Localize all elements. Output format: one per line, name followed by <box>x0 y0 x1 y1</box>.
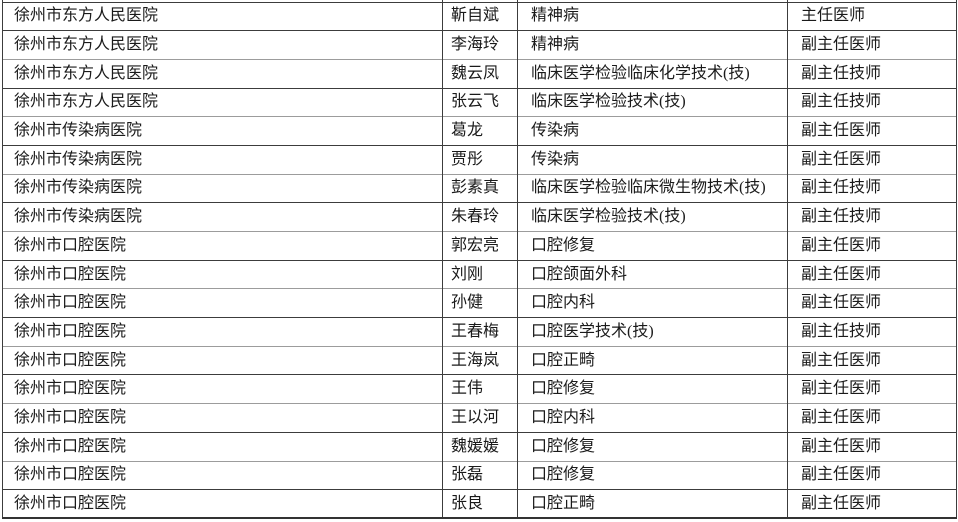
cell-title: 副主任医师 <box>787 260 957 289</box>
table-row: 徐州市东方人民医院 李海玲 精神病 副主任医师 <box>2 30 957 60</box>
cell-specialty: 临床医学检验技术(技) <box>517 202 788 232</box>
table-row: 徐州市东方人民医院 靳自斌 精神病 主任医师 <box>2 2 957 31</box>
table-row: 徐州市传染病医院 葛龙 传染病 副主任医师 <box>2 116 957 146</box>
cell-hospital: 徐州市口腔医院 <box>2 288 443 318</box>
table-row: 徐州市传染病医院 贾彤 传染病 副主任医师 <box>2 145 957 175</box>
cell-title: 副主任技师 <box>787 317 957 347</box>
cell-hospital: 徐州市口腔医院 <box>2 461 443 490</box>
cell-name: 李海玲 <box>442 30 518 60</box>
cell-hospital: 徐州市口腔医院 <box>2 317 443 347</box>
cell-name: 王伟 <box>442 374 518 404</box>
cell-specialty: 口腔颌面外科 <box>517 260 788 289</box>
cell-name: 刘刚 <box>442 260 518 289</box>
cell-specialty: 临床医学检验临床微生物技术(技) <box>517 174 788 203</box>
cell-hospital: 徐州市传染病医院 <box>2 116 443 146</box>
cell-hospital: 徐州市口腔医院 <box>2 489 443 519</box>
cell-name: 魏云凤 <box>442 59 518 89</box>
table-row: 徐州市口腔医院 王海岚 口腔正畸 副主任医师 <box>2 346 957 375</box>
cell-specialty: 口腔修复 <box>517 461 788 490</box>
cell-name: 孙健 <box>442 288 518 318</box>
cell-specialty: 传染病 <box>517 145 788 175</box>
cell-title: 副主任技师 <box>787 174 957 203</box>
cell-specialty: 口腔修复 <box>517 432 788 461</box>
cell-title: 副主任医师 <box>787 374 957 404</box>
cell-hospital: 徐州市传染病医院 <box>2 174 443 203</box>
cell-hospital: 徐州市口腔医院 <box>2 346 443 375</box>
cell-title: 副主任技师 <box>787 202 957 232</box>
cell-title: 副主任医师 <box>787 30 957 60</box>
cell-specialty: 口腔修复 <box>517 374 788 404</box>
table-row: 徐州市东方人民医院 张云飞 临床医学检验技术(技) 副主任技师 <box>2 88 957 117</box>
table-row-partial <box>2 0 957 2</box>
cell-hospital: 徐州市口腔医院 <box>2 231 443 261</box>
cell-name: 郭宏亮 <box>442 231 518 261</box>
cell-title: 副主任医师 <box>787 432 957 461</box>
cell-name: 彭素真 <box>442 174 518 203</box>
cell-specialty: 精神病 <box>517 2 788 31</box>
table-row: 徐州市口腔医院 孙健 口腔内科 副主任医师 <box>2 288 957 318</box>
cell-hospital: 徐州市传染病医院 <box>2 202 443 232</box>
table-row: 徐州市口腔医院 王以河 口腔内科 副主任医师 <box>2 403 957 433</box>
table-row: 徐州市口腔医院 刘刚 口腔颌面外科 副主任医师 <box>2 260 957 289</box>
table-row: 徐州市传染病医院 朱春玲 临床医学检验技术(技) 副主任技师 <box>2 202 957 232</box>
cell-specialty: 口腔正畸 <box>517 346 788 375</box>
cell-title: 副主任医师 <box>787 231 957 261</box>
cell-name: 王以河 <box>442 403 518 433</box>
cell-title: 副主任医师 <box>787 461 957 490</box>
cell-title: 副主任医师 <box>787 403 957 433</box>
cell-name: 王春梅 <box>442 317 518 347</box>
cell-name: 张磊 <box>442 461 518 490</box>
cell-title: 副主任医师 <box>787 489 957 519</box>
cell-name: 张云飞 <box>442 88 518 117</box>
table-row: 徐州市东方人民医院 魏云凤 临床医学检验临床化学技术(技) 副主任技师 <box>2 59 957 89</box>
cell-specialty: 临床医学检验技术(技) <box>517 88 788 117</box>
cell-hospital: 徐州市口腔医院 <box>2 260 443 289</box>
cell-hospital: 徐州市东方人民医院 <box>2 2 443 31</box>
cell-title <box>787 0 957 2</box>
cell-hospital: 徐州市传染病医院 <box>2 145 443 175</box>
cell-hospital: 徐州市东方人民医院 <box>2 88 443 117</box>
cell-specialty: 口腔正畸 <box>517 489 788 519</box>
table-row: 徐州市口腔医院 张磊 口腔修复 副主任医师 <box>2 461 957 490</box>
cell-specialty: 口腔内科 <box>517 403 788 433</box>
cell-title: 副主任医师 <box>787 116 957 146</box>
cell-hospital: 徐州市口腔医院 <box>2 374 443 404</box>
cell-name: 朱春玲 <box>442 202 518 232</box>
cell-name: 葛龙 <box>442 116 518 146</box>
cell-hospital: 徐州市东方人民医院 <box>2 59 443 89</box>
table-row: 徐州市口腔医院 张良 口腔正畸 副主任医师 <box>2 489 957 519</box>
table-row: 徐州市口腔医院 王伟 口腔修复 副主任医师 <box>2 374 957 404</box>
cell-name: 贾彤 <box>442 145 518 175</box>
table-row: 徐州市口腔医院 魏媛媛 口腔修复 副主任医师 <box>2 432 957 461</box>
cell-hospital: 徐州市口腔医院 <box>2 432 443 461</box>
cell-name: 靳自斌 <box>442 2 518 31</box>
cell-specialty: 精神病 <box>517 30 788 60</box>
table-row: 徐州市口腔医院 郭宏亮 口腔修复 副主任医师 <box>2 231 957 261</box>
cell-specialty: 口腔内科 <box>517 288 788 318</box>
cell-specialty: 口腔医学技术(技) <box>517 317 788 347</box>
cell-title: 副主任医师 <box>787 145 957 175</box>
cell-specialty: 临床医学检验临床化学技术(技) <box>517 59 788 89</box>
cell-hospital: 徐州市口腔医院 <box>2 403 443 433</box>
table-row: 徐州市传染病医院 彭素真 临床医学检验临床微生物技术(技) 副主任技师 <box>2 174 957 203</box>
cell-title: 副主任技师 <box>787 88 957 117</box>
table-row: 徐州市口腔医院 王春梅 口腔医学技术(技) 副主任技师 <box>2 317 957 347</box>
cell-hospital: 徐州市东方人民医院 <box>2 30 443 60</box>
cell-title: 副主任医师 <box>787 346 957 375</box>
cell-title: 副主任医师 <box>787 288 957 318</box>
cell-name: 王海岚 <box>442 346 518 375</box>
cell-title: 副主任技师 <box>787 59 957 89</box>
cell-specialty: 传染病 <box>517 116 788 146</box>
cell-name: 魏媛媛 <box>442 432 518 461</box>
cell-specialty: 口腔修复 <box>517 231 788 261</box>
cell-name: 张良 <box>442 489 518 519</box>
cell-title: 主任医师 <box>787 2 957 31</box>
